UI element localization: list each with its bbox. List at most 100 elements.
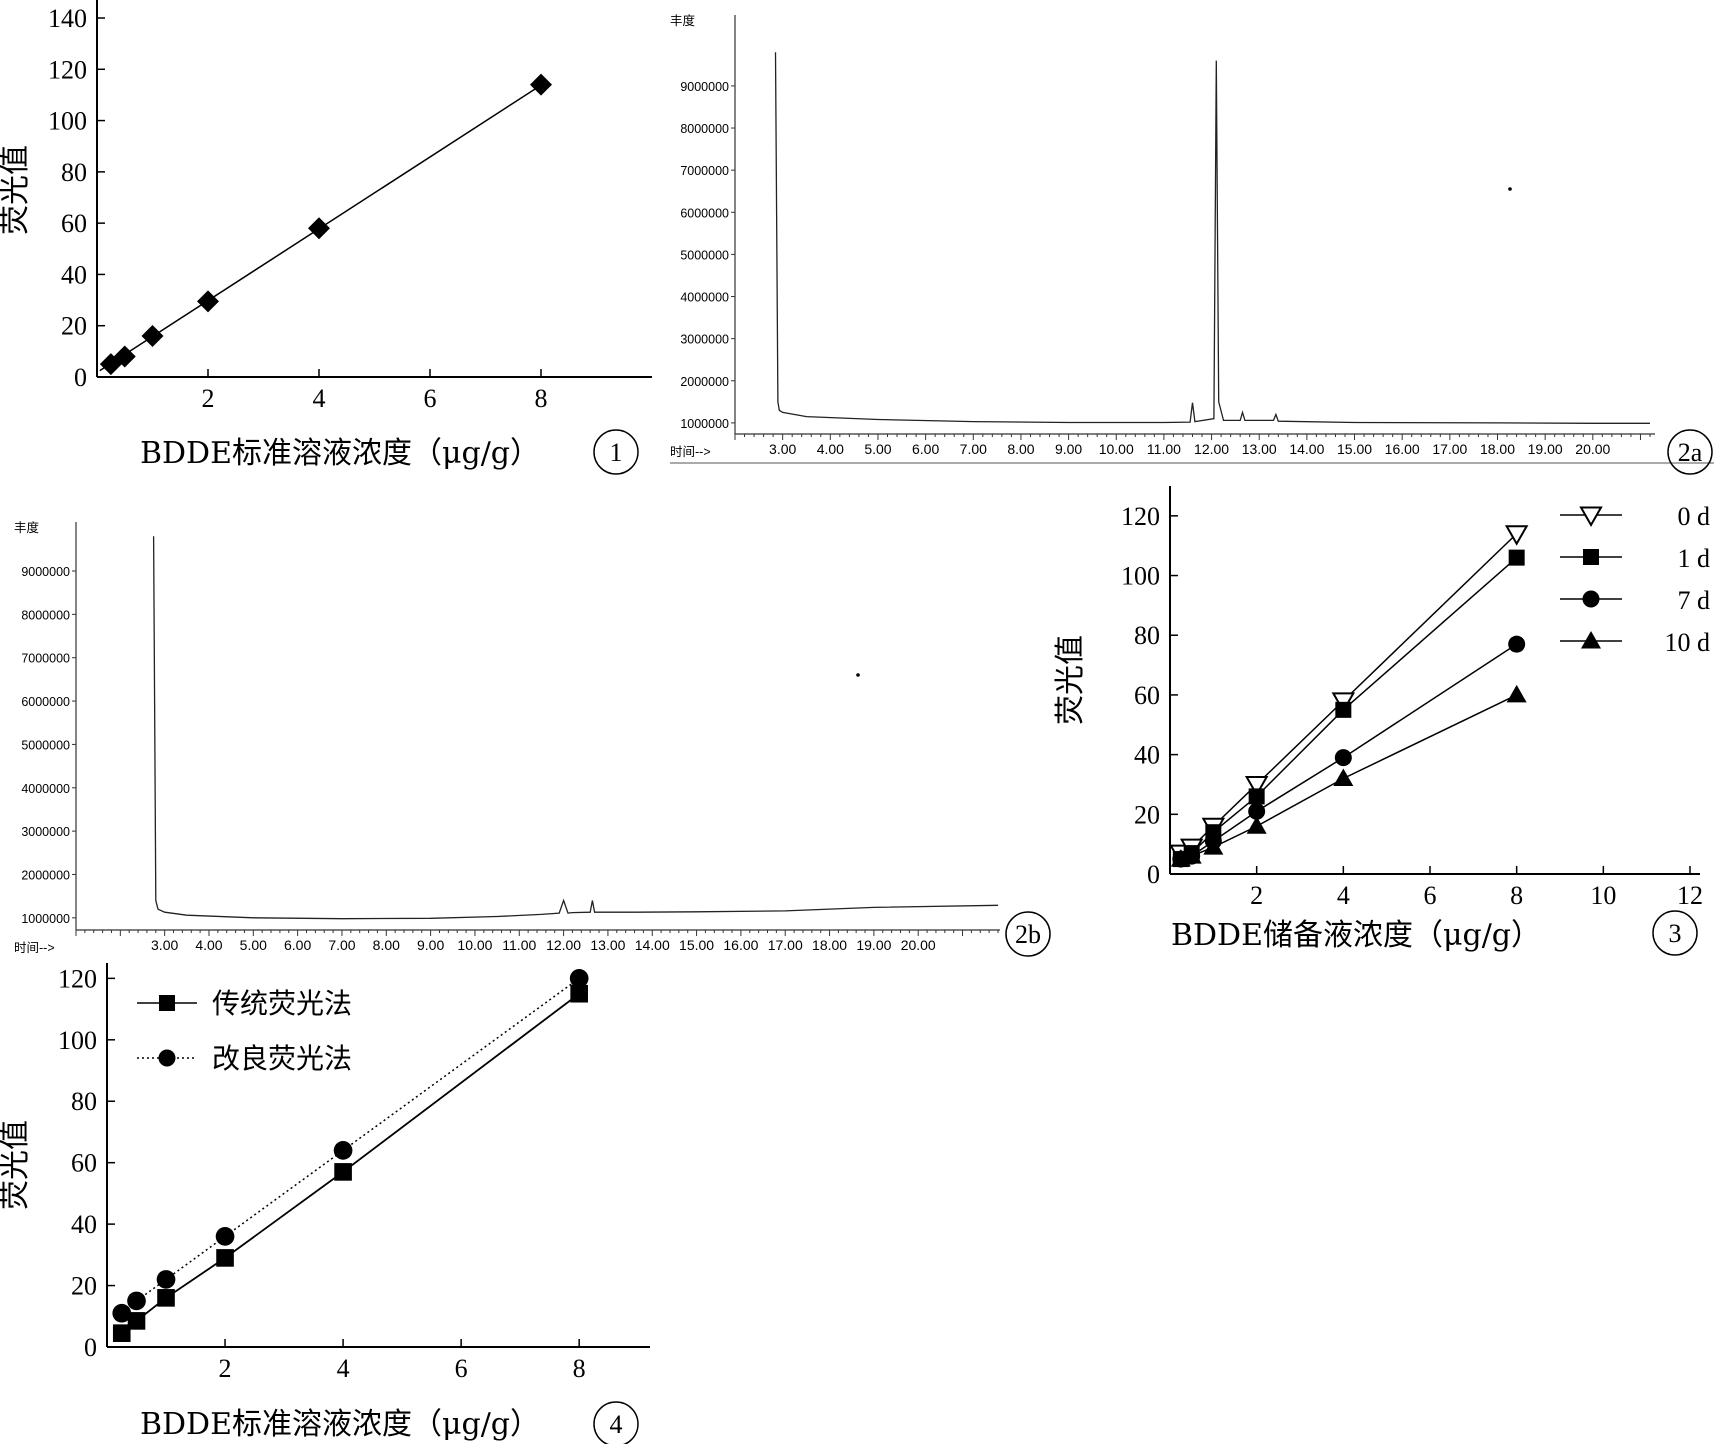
x-tick-label: 8	[573, 1354, 586, 1383]
x-tick-label: 8	[535, 384, 548, 413]
gc-x-title: 时间-->	[14, 941, 55, 955]
legend-label: 改良荧光法	[212, 1042, 352, 1075]
x-axis-title: BDDE标准溶液浓度（μg/g）	[140, 436, 540, 471]
gc-x-tick-label: 7.00	[960, 441, 987, 457]
gc-x-tick-label: 5.00	[240, 937, 267, 953]
gc-x-tick-label: 15.00	[1337, 441, 1372, 457]
panel-label-3-circle	[1652, 910, 1698, 956]
gc-x-tick-label: 8.00	[1007, 441, 1034, 457]
panel-label-4: 4	[610, 1410, 623, 1439]
panel-label-2b-circle	[1005, 911, 1051, 957]
gc-x-tick-label: 6.00	[284, 937, 311, 953]
panel-label-2a-circle	[1667, 429, 1713, 475]
gc-x-tick-label: 13.00	[1242, 441, 1277, 457]
y-tick-label: 100	[48, 107, 87, 136]
x-tick-label: 2	[1250, 881, 1263, 910]
data-point	[127, 1291, 146, 1311]
gc-x-title: 时间-->	[670, 445, 711, 459]
data-point	[1333, 768, 1354, 786]
x-tick-label: 4	[1337, 881, 1350, 910]
y-tick-label: 120	[1121, 502, 1160, 531]
y-axis-title: 荧光值	[1053, 635, 1088, 725]
gc-x-tick-label: 3.00	[769, 441, 796, 457]
gc-x-tick-label: 13.00	[590, 937, 625, 953]
data-point	[334, 1163, 352, 1181]
legend-label: 1 d	[1678, 544, 1711, 573]
data-point	[569, 969, 589, 988]
gc-x-tick-label: 15.00	[679, 937, 714, 953]
gc-x-tick-label: 10.00	[1099, 441, 1134, 457]
gc-x-tick-label: 17.00	[768, 937, 803, 953]
gc-x-tick-label: 10.00	[457, 937, 492, 953]
y-tick-label: 80	[61, 158, 87, 187]
gc-y-title: 丰度	[14, 520, 40, 535]
gc-x-tick-label: 17.00	[1432, 441, 1467, 457]
gc-x-tick-label: 3.00	[151, 937, 178, 953]
panel-label-4-circle	[593, 1401, 639, 1444]
legend-marker	[1583, 549, 1599, 565]
gc-y-tick-label: 6000000	[680, 206, 729, 220]
y-tick-label: 140	[48, 4, 87, 33]
gc-x-tick-label: 4.00	[195, 937, 222, 953]
data-point	[333, 1141, 353, 1160]
data-point	[215, 1227, 235, 1246]
gc-y-tick-label: 9000000	[21, 565, 70, 579]
y-tick-label: 40	[1134, 741, 1160, 770]
x-tick-label: 6	[1424, 881, 1437, 910]
chart-panel-1: 0 20 40 60 80 100 120 140 2 4 6 8 荧光值 BDDE标准溶液浓度（μg/g…	[0, 0, 652, 475]
y-tick-label: 120	[48, 55, 87, 84]
x-tick-label: 12	[1677, 881, 1703, 910]
y-tick-label: 60	[61, 209, 87, 238]
y-tick-label: 80	[71, 1087, 97, 1116]
gc-x-tick-label: 18.00	[812, 937, 847, 953]
gc-y-tick-label: 4000000	[680, 291, 729, 305]
data-point	[1506, 684, 1527, 703]
x-tick-label: 6	[424, 384, 437, 413]
chart-panel-3: 0 20 40 60 80 100 120 2 4 6 8 10 12 0 d 1 d 7 d 10 d 荧光值 B…	[1053, 486, 1711, 956]
gc-y-tick-label: 5000000	[21, 738, 70, 752]
data-point	[1244, 775, 1269, 797]
gc-x-tick-label: 7.00	[328, 937, 355, 953]
data-point	[216, 1249, 234, 1267]
gc-x-tick-label: 20.00	[901, 937, 936, 953]
y-tick-label: 120	[58, 964, 97, 993]
y-tick-label: 80	[1134, 621, 1160, 650]
gc-y-tick-label: 1000000	[680, 417, 729, 431]
panel-label-3: 3	[1669, 919, 1682, 948]
gc-x-tick-label: 9.00	[1055, 441, 1082, 457]
data-point	[1508, 635, 1526, 653]
legend-label: 传统荧光法	[212, 987, 352, 1020]
gc-y-tick-label: 8000000	[21, 608, 70, 622]
gc-x-tick-label: 5.00	[864, 441, 891, 457]
data-point	[127, 1312, 146, 1330]
x-tick-label: 8	[1510, 881, 1523, 910]
gc-speck	[1508, 187, 1512, 191]
panel-label-2a: 2a	[1678, 438, 1703, 467]
gc-x-tick-label: 14.00	[1289, 441, 1324, 457]
data-point	[1334, 749, 1352, 767]
gc-x-tick-label: 8.00	[373, 937, 400, 953]
y-tick-label: 60	[1134, 681, 1160, 710]
data-point	[1203, 837, 1224, 855]
chromatogram-panel-2a: 丰度 1000000 2000000 3000000 4000000 5000000 600…	[670, 13, 1714, 475]
x-axis-title: BDDE标准溶液浓度（μg/g）	[140, 1407, 540, 1442]
gc-y-tick-label: 1000000	[21, 912, 70, 926]
gc-x-tick-label: 6.00	[912, 441, 939, 457]
data-point	[1248, 788, 1265, 805]
gc-x-tick-label: 11.00	[1147, 441, 1181, 457]
x-tick-label: 4	[337, 1354, 350, 1383]
chromatogram-panel-2b: 丰度 1000000 2000000 3000000 4000000 5000000 600…	[14, 520, 1051, 957]
y-tick-label: 20	[61, 312, 87, 341]
y-tick-label: 100	[58, 1026, 97, 1055]
legend-marker	[159, 995, 175, 1011]
gc-x-tick-label: 4.00	[817, 441, 844, 457]
y-tick-label: 0	[1147, 860, 1160, 889]
data-point	[530, 73, 552, 96]
gc-y-tick-label: 9000000	[680, 80, 729, 94]
chromatogram-trace	[152, 536, 999, 920]
y-tick-label: 20	[1134, 800, 1160, 829]
y-tick-label: 40	[71, 1210, 97, 1239]
gc-y-tick-label: 2000000	[21, 868, 70, 882]
gc-x-tick-label: 20.00	[1575, 441, 1610, 457]
